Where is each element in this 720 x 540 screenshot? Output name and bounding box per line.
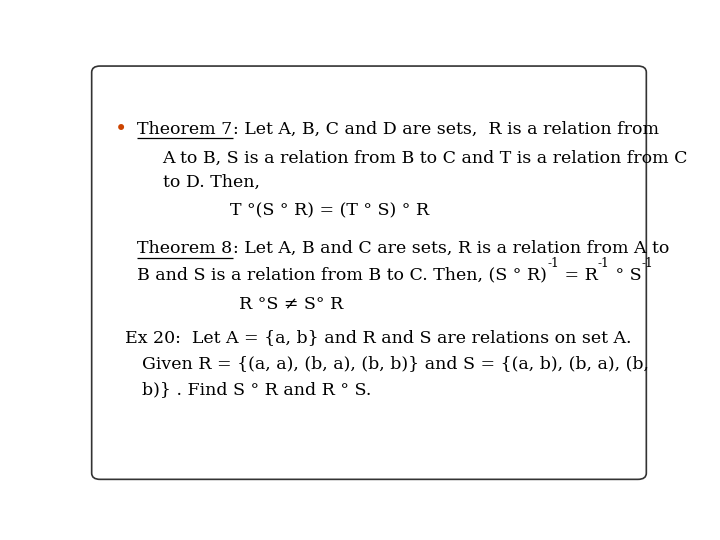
- Text: -1: -1: [642, 257, 653, 270]
- Text: Ex 20:  Let A = {a, b} and R and S are relations on set A.: Ex 20: Let A = {a, b} and R and S are re…: [125, 329, 631, 346]
- Text: B and S is a relation from B to C. Then, (S ° R): B and S is a relation from B to C. Then,…: [138, 267, 547, 284]
- Text: •: •: [114, 119, 127, 139]
- Text: = R: = R: [559, 267, 598, 284]
- Text: b)} . Find S ° R and R ° S.: b)} . Find S ° R and R ° S.: [143, 381, 372, 399]
- Text: to D. Then,: to D. Then,: [163, 173, 259, 191]
- Text: Theorem 7: Theorem 7: [138, 121, 233, 138]
- FancyBboxPatch shape: [91, 66, 647, 480]
- Text: ° S: ° S: [610, 267, 642, 284]
- Text: Given R = {(a, a), (b, a), (b, b)} and S = {(a, b), (b, a), (b,: Given R = {(a, a), (b, a), (b, b)} and S…: [143, 355, 649, 372]
- Text: R °S ≠ S° R: R °S ≠ S° R: [239, 296, 343, 313]
- Text: Theorem 8: Theorem 8: [138, 240, 233, 257]
- Text: : Let A, B and C are sets, R is a relation from A to: : Let A, B and C are sets, R is a relati…: [233, 240, 669, 257]
- Text: -1: -1: [547, 257, 559, 270]
- Text: T °(S ° R) = (T ° S) ° R: T °(S ° R) = (T ° S) ° R: [230, 202, 430, 220]
- Text: : Let A, B, C and D are sets,  R is a relation from: : Let A, B, C and D are sets, R is a rel…: [233, 121, 659, 138]
- Text: -1: -1: [598, 257, 610, 270]
- Text: A to B, S is a relation from B to C and T is a relation from C: A to B, S is a relation from B to C and …: [163, 150, 688, 167]
